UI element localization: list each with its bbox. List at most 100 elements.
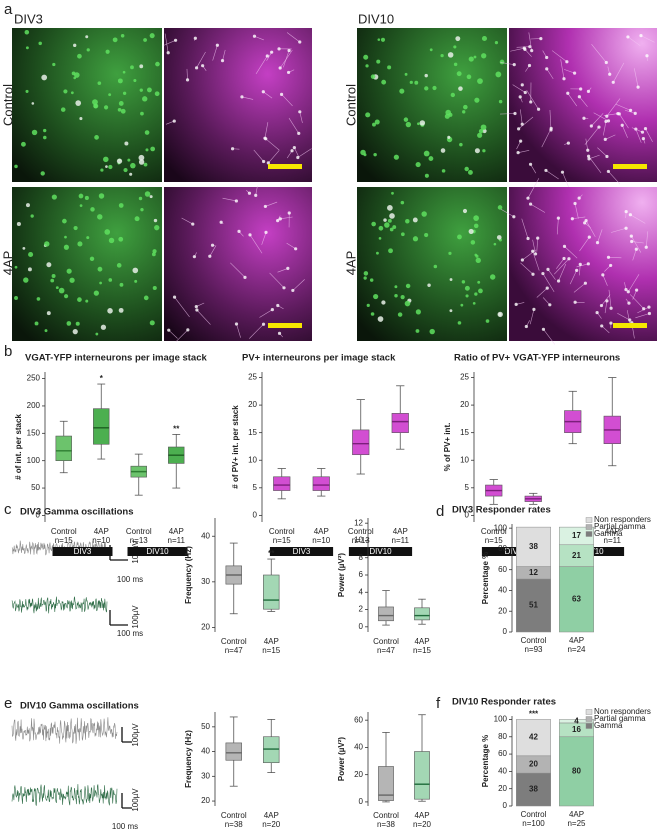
cell [573,71,577,75]
cell [93,290,99,296]
cell [495,71,502,78]
cell [103,105,109,110]
y-tick-label: 20 [460,400,469,409]
cell [117,78,123,84]
cell [22,246,26,250]
cell [467,170,473,175]
y-tick-label: 20 [201,796,210,805]
bar-segment [516,719,551,757]
y-tick-label: 15 [248,428,257,437]
y-tick-label: 100 [494,523,508,532]
cell [134,279,138,283]
cell [298,110,302,114]
cell [107,308,113,314]
n-label: n=25 [567,819,586,828]
cell [474,97,480,103]
panel-label: b [4,343,12,360]
cell [447,52,454,58]
value-label: 38 [529,542,538,551]
neurite [279,49,293,69]
cell [586,262,590,266]
y-tick-label: 15 [460,428,469,437]
value-label: 63 [572,594,581,603]
cell [604,60,608,65]
neurite [259,309,273,318]
neurite [630,214,646,224]
significance: * [100,374,104,383]
cell [374,119,380,125]
neurite [605,134,616,140]
cell [298,40,302,44]
legend-label: Non responders [594,515,651,524]
cell [58,287,65,294]
cell [43,128,47,133]
y-tick-label: 100 [27,456,41,465]
cell [532,307,536,311]
cell [14,164,18,169]
scale-label: 100 ms [112,822,138,831]
neurite [527,178,540,199]
y-tick-label: 5 [465,483,470,492]
cell [478,288,483,294]
neurite [520,262,534,275]
neurite [526,90,539,110]
cell [132,267,139,274]
cell [292,146,296,150]
cell [577,95,581,99]
cell [566,91,570,95]
bar-segment [516,526,551,567]
cell [641,137,646,141]
bar-segment [559,736,594,807]
cell [513,111,517,116]
cell [378,225,384,231]
neurite [573,282,586,293]
cell [424,173,429,178]
cell [75,321,80,326]
cell [118,236,124,242]
x-tick-label: 4AP [393,527,408,536]
scale-bar [268,164,302,169]
neurite [222,197,237,202]
n-label: n=15 [413,646,432,655]
group-box [481,547,546,556]
cell [366,303,370,308]
cell [562,256,566,261]
cell [545,67,549,71]
cell [541,271,545,276]
cell [599,303,604,308]
cell [473,215,479,221]
neurite [558,263,567,282]
neurite [500,62,515,65]
value-label: 4 [574,716,579,725]
cell [105,49,110,54]
cell [230,147,235,151]
cell [415,309,421,315]
n-label: n=13 [130,536,149,545]
cell [377,316,384,322]
neurite [617,312,630,321]
neurite [241,96,254,100]
cell [40,171,45,176]
cell [586,148,590,152]
y-tick-label: 30 [201,771,210,780]
neurite [265,138,280,151]
cell [248,233,252,237]
neurite [521,218,529,239]
cell [617,112,621,116]
neurite [593,112,609,122]
neurite [588,154,600,160]
y-axis-label: Frequency (Hz) [184,730,193,788]
cell [297,131,301,135]
cell [152,249,157,254]
cell [519,139,523,143]
group-box [127,547,188,556]
bar-segment [559,566,594,633]
scale-label: 100µV [131,788,140,812]
scale-bars [109,545,132,809]
y-tick-label: 2 [359,605,364,614]
cell [149,195,153,199]
neurite [524,49,532,57]
cell [586,154,591,158]
cell [512,63,516,67]
